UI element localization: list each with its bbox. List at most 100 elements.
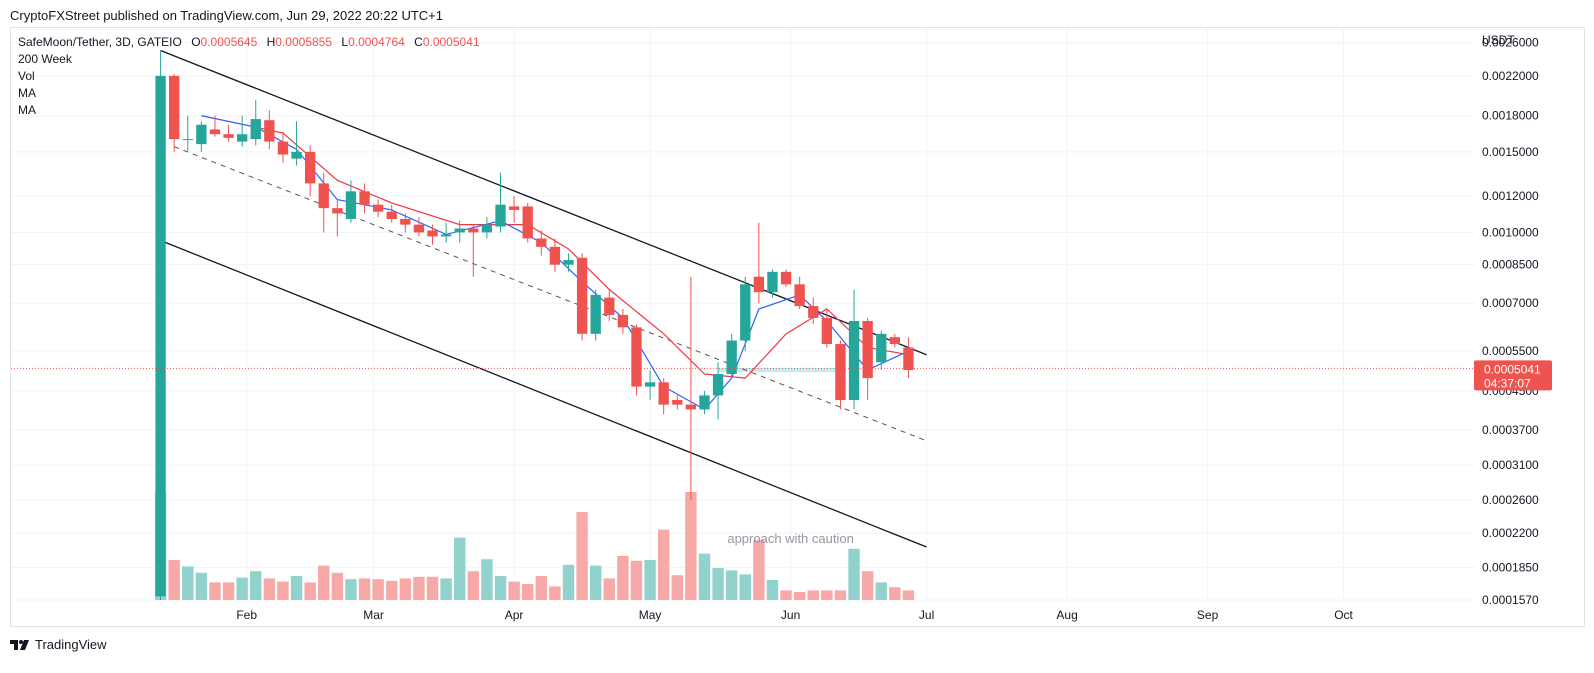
volume-bar xyxy=(508,581,520,600)
candle-body xyxy=(386,211,397,219)
legend-low-label: L xyxy=(341,35,349,49)
candle-body xyxy=(604,297,615,315)
candle-body xyxy=(304,151,316,184)
candle-body xyxy=(277,141,289,155)
candle-body xyxy=(753,276,765,293)
volume-bar xyxy=(793,592,806,600)
tradingview-footer: TradingView xyxy=(10,637,107,652)
candle-body xyxy=(196,124,207,145)
volume-bar xyxy=(263,578,276,600)
volume-bar xyxy=(277,581,289,600)
legend-indicator-ma-1[interactable]: MA xyxy=(18,86,36,100)
volume-bar xyxy=(698,553,711,600)
volume-bar xyxy=(685,492,697,600)
candle-body xyxy=(209,129,221,135)
volume-bar xyxy=(861,571,874,600)
legend-open-value: 0.0005645 xyxy=(200,35,258,49)
footer-brand: TradingView xyxy=(35,637,107,652)
volume-bar xyxy=(739,574,751,600)
volume-bar xyxy=(209,582,221,600)
volume-bar xyxy=(331,572,344,600)
volume-bar xyxy=(345,579,357,600)
y-tick-label: 0.0010000 xyxy=(1482,225,1539,239)
legend-indicator-vol[interactable]: Vol xyxy=(18,69,35,83)
candle-body xyxy=(617,314,629,328)
candle-body xyxy=(808,306,819,318)
candle-body xyxy=(536,238,547,247)
candle-body xyxy=(590,294,601,334)
candle-body xyxy=(563,260,574,265)
candle-body xyxy=(372,204,384,212)
volume-bar xyxy=(889,587,901,600)
volume-bar xyxy=(807,590,819,600)
y-tick-label: 0.0005500 xyxy=(1482,344,1539,358)
y-tick-label: 0.0008500 xyxy=(1482,258,1539,272)
volume-bar xyxy=(576,512,588,600)
volume-bar xyxy=(413,576,425,600)
trendline-channel-mid-dashed xyxy=(173,146,927,442)
volume-bar xyxy=(168,560,180,600)
candle-body xyxy=(169,75,180,140)
candle-body xyxy=(223,134,234,138)
volume-bar xyxy=(481,559,493,600)
volume-bar xyxy=(426,576,439,600)
candle-body xyxy=(631,327,642,387)
volume-bar xyxy=(182,566,194,600)
candle-body xyxy=(576,257,588,334)
trendline-channel-lower xyxy=(160,239,927,548)
y-tick-label: 0.0018000 xyxy=(1482,109,1539,123)
candle-body xyxy=(427,230,438,237)
y-tick-label: 0.0002600 xyxy=(1482,493,1539,507)
last-price-badge xyxy=(1474,360,1552,391)
y-tick-label: 0.0012000 xyxy=(1482,189,1539,203)
candle-body xyxy=(332,208,343,214)
candle-body xyxy=(862,321,873,379)
x-tick-label: Oct xyxy=(1334,608,1353,622)
x-tick-label: Sep xyxy=(1197,608,1219,622)
volume-bar xyxy=(222,582,235,600)
legend-indicator-200-week[interactable]: 200 Week xyxy=(18,52,72,66)
x-tick-label: Jul xyxy=(919,608,934,622)
legend-close-value: 0.0005041 xyxy=(422,35,480,49)
volume-bar xyxy=(725,570,738,600)
candle-body xyxy=(821,317,833,345)
volume-bar xyxy=(358,578,371,600)
candle-body xyxy=(318,183,329,209)
volume-bar xyxy=(753,540,765,600)
volume-bar xyxy=(644,560,656,600)
candle-body xyxy=(835,344,846,400)
candle-body xyxy=(236,134,248,142)
candle-body xyxy=(889,337,901,345)
candle-body xyxy=(400,218,411,225)
legend-open-label: O xyxy=(191,35,201,49)
volume-bar xyxy=(290,576,303,600)
volume-bar xyxy=(454,537,466,600)
tradingview-logo-icon xyxy=(10,639,29,650)
volume-bar xyxy=(250,571,262,600)
legend-indicator-ma-2[interactable]: MA xyxy=(18,103,36,117)
chart-legend: SafeMoon/Tether, 3D, GATEIO O0.0005645 H… xyxy=(18,34,480,119)
candle-body xyxy=(780,271,792,285)
volume-bar xyxy=(304,582,316,600)
candle-body xyxy=(658,382,669,405)
volume-bar xyxy=(671,575,683,600)
x-tick-label: Apr xyxy=(505,608,524,622)
candle-body xyxy=(182,139,193,141)
candle-body xyxy=(481,224,493,233)
candle-body xyxy=(155,75,166,597)
candle-body xyxy=(740,284,751,341)
y-tick-label: 0.0001850 xyxy=(1482,560,1539,574)
candle-body xyxy=(468,228,479,233)
x-tick-label: Mar xyxy=(363,608,384,622)
last-price-countdown: 04:37:07 xyxy=(1484,376,1531,390)
volume-bar xyxy=(821,590,833,600)
volume-bar xyxy=(318,565,330,600)
volume-bar xyxy=(236,577,248,600)
candle-body xyxy=(712,374,724,396)
y-tick-label: 0.0001570 xyxy=(1482,593,1539,607)
candle-body xyxy=(699,395,710,410)
volume-bar xyxy=(562,564,575,600)
candle-body xyxy=(508,206,520,210)
volume-bar xyxy=(657,529,670,600)
